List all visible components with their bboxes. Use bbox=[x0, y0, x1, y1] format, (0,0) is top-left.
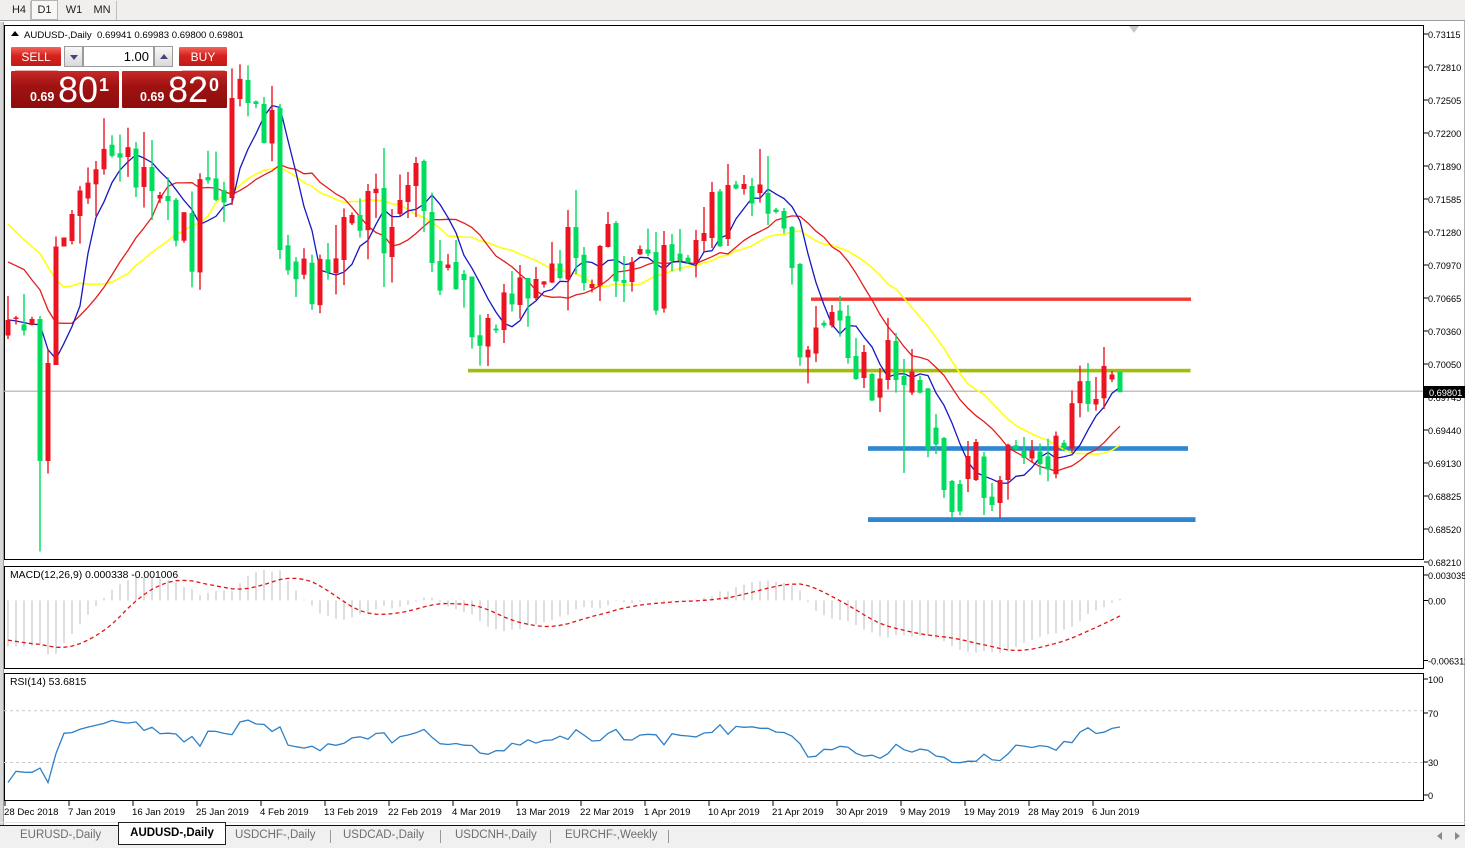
svg-text:21 Apr 2019: 21 Apr 2019 bbox=[772, 807, 824, 818]
svg-text:0.00: 0.00 bbox=[1428, 597, 1446, 607]
svg-text:0.71585: 0.71585 bbox=[1428, 195, 1461, 205]
svg-text:4 Feb 2019: 4 Feb 2019 bbox=[260, 807, 309, 818]
svg-text:6 Jun 2019: 6 Jun 2019 bbox=[1092, 807, 1139, 818]
svg-text:30: 30 bbox=[1428, 758, 1438, 768]
svg-text:0.69130: 0.69130 bbox=[1428, 459, 1461, 469]
svg-text:0.68210: 0.68210 bbox=[1428, 558, 1461, 568]
svg-text:0.73115: 0.73115 bbox=[1428, 30, 1461, 40]
svg-text:7 Jan 2019: 7 Jan 2019 bbox=[68, 807, 115, 818]
svg-text:28 Dec 2018: 28 Dec 2018 bbox=[4, 807, 58, 818]
svg-text:0.70970: 0.70970 bbox=[1428, 261, 1461, 271]
svg-text:19 May 2019: 19 May 2019 bbox=[964, 807, 1019, 818]
svg-text:16 Jan 2019: 16 Jan 2019 bbox=[132, 807, 185, 818]
svg-text:0.69801: 0.69801 bbox=[1429, 388, 1462, 398]
svg-text:0.72810: 0.72810 bbox=[1428, 63, 1461, 73]
svg-text:0.70360: 0.70360 bbox=[1428, 327, 1461, 337]
svg-text:70: 70 bbox=[1428, 709, 1438, 719]
svg-text:0.69440: 0.69440 bbox=[1428, 426, 1461, 436]
svg-text:100: 100 bbox=[1428, 675, 1443, 685]
svg-text:0.71890: 0.71890 bbox=[1428, 162, 1461, 172]
svg-text:4 Mar 2019: 4 Mar 2019 bbox=[452, 807, 501, 818]
svg-text:0: 0 bbox=[1428, 791, 1433, 801]
svg-text:25 Jan 2019: 25 Jan 2019 bbox=[196, 807, 249, 818]
svg-text:0.68520: 0.68520 bbox=[1428, 525, 1461, 535]
svg-text:1 Apr 2019: 1 Apr 2019 bbox=[644, 807, 690, 818]
svg-text:30 Apr 2019: 30 Apr 2019 bbox=[836, 807, 888, 818]
svg-text:0.68825: 0.68825 bbox=[1428, 492, 1461, 502]
svg-text:9 May 2019: 9 May 2019 bbox=[900, 807, 950, 818]
svg-text:22 Mar 2019: 22 Mar 2019 bbox=[580, 807, 634, 818]
svg-text:0.003035: 0.003035 bbox=[1428, 571, 1465, 581]
svg-text:28 May 2019: 28 May 2019 bbox=[1028, 807, 1083, 818]
svg-text:0.70665: 0.70665 bbox=[1428, 294, 1461, 304]
svg-text:10 Apr 2019: 10 Apr 2019 bbox=[708, 807, 760, 818]
svg-text:0.72505: 0.72505 bbox=[1428, 96, 1461, 106]
svg-text:22 Feb 2019: 22 Feb 2019 bbox=[388, 807, 442, 818]
svg-text:0.70050: 0.70050 bbox=[1428, 360, 1461, 370]
svg-text:-0.006311: -0.006311 bbox=[1428, 657, 1465, 667]
svg-text:13 Mar 2019: 13 Mar 2019 bbox=[516, 807, 570, 818]
svg-text:0.72200: 0.72200 bbox=[1428, 129, 1461, 139]
svg-text:13 Feb 2019: 13 Feb 2019 bbox=[324, 807, 378, 818]
svg-text:0.71280: 0.71280 bbox=[1428, 228, 1461, 238]
